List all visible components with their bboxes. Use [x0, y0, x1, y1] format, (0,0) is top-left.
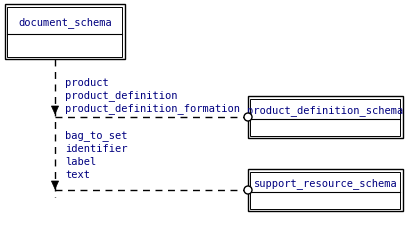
Text: product_definition_formation: product_definition_formation [65, 103, 239, 114]
Bar [5, 5, 125, 60]
Bar [7, 8, 122, 57]
Text: label: label [65, 156, 96, 166]
Text: product: product [65, 78, 108, 88]
Text: text: text [65, 169, 90, 179]
Bar [250, 99, 400, 136]
Text: bag_to_set: bag_to_set [65, 130, 127, 141]
Circle shape [243, 114, 252, 121]
Text: product_definition_schema: product_definition_schema [247, 104, 402, 115]
Bar [247, 97, 402, 138]
Text: product_definition: product_definition [65, 90, 177, 101]
Text: identifier: identifier [65, 143, 127, 153]
Bar [247, 169, 402, 211]
Bar [250, 172, 400, 209]
Circle shape [243, 186, 252, 194]
Polygon shape [51, 181, 58, 189]
Text: document_schema: document_schema [18, 17, 112, 28]
Polygon shape [51, 106, 58, 114]
Text: support_resource_schema: support_resource_schema [253, 177, 396, 188]
